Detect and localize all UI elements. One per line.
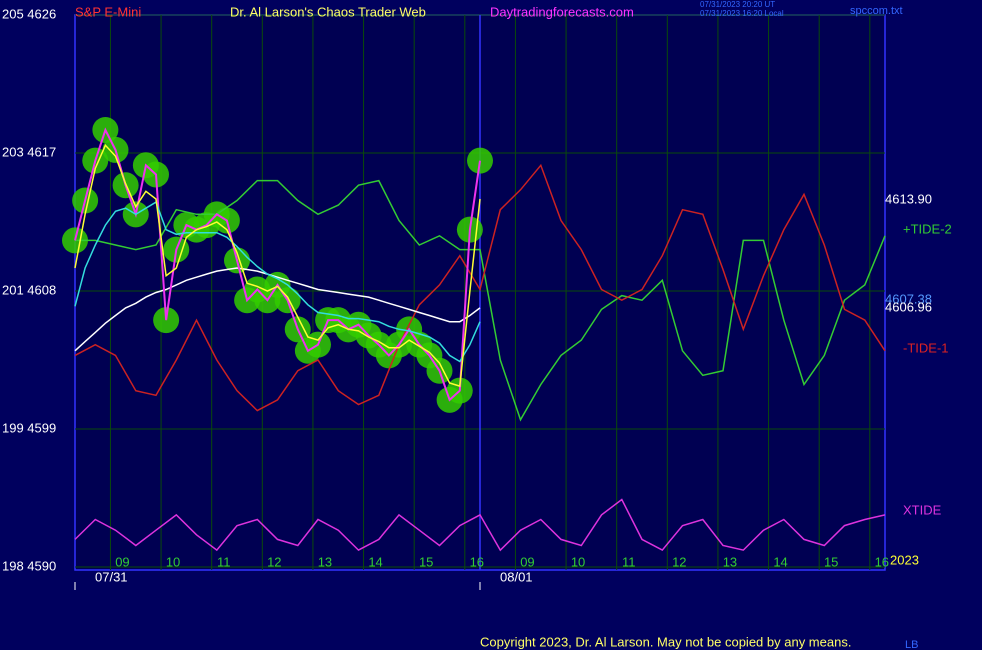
last-value: 4613.90 — [885, 191, 932, 206]
x-tick-label: 16 — [470, 554, 484, 569]
file-name: spccom.txt — [850, 5, 903, 17]
x-tick-label: 09 — [520, 554, 534, 569]
x-tick-label: 12 — [672, 554, 686, 569]
series-label: -TIDE-1 — [903, 340, 949, 355]
series-line — [75, 179, 886, 422]
last-value: 4607.38 — [885, 291, 932, 306]
y-tick-label: 205 4626 — [2, 6, 56, 21]
series-line — [74, 498, 886, 552]
series-line — [74, 127, 481, 402]
x-tick-label: 11 — [217, 554, 231, 569]
x-tick-label: 16 — [875, 554, 889, 569]
x-tick-label: 14 — [773, 554, 787, 569]
x-tick-label: 09 — [115, 554, 129, 569]
year: 2023 — [890, 552, 919, 567]
x-tick-label: 12 — [267, 554, 281, 569]
series-label: +TIDE-2 — [903, 221, 952, 236]
copyright: Copyright 2023, Dr. Al Larson. May not b… — [480, 634, 851, 649]
y-tick-label: 199 4599 — [2, 420, 56, 435]
x-tick-label: 10 — [571, 554, 585, 569]
plot — [62, 14, 886, 571]
x-tick-label: 15 — [419, 554, 433, 569]
series-line — [74, 267, 481, 352]
timestamp: 07/31/2023 16:20 Local — [700, 9, 784, 18]
series-line — [74, 163, 886, 412]
y-tick-label: 201 4608 — [2, 282, 56, 297]
x-tick-label: 13 — [723, 554, 737, 569]
timestamp: 07/31/2023 20:20 UT — [700, 0, 775, 9]
x-tick-label: 10 — [166, 554, 180, 569]
x-tick-label: 15 — [824, 554, 838, 569]
x-tick-label: 11 — [622, 554, 636, 569]
series-line — [74, 200, 481, 363]
date-label: 07/31 — [95, 569, 128, 584]
x-tick-label: 14 — [368, 554, 382, 569]
site: Daytradingforecasts.com — [490, 4, 634, 19]
x-tick-label: 13 — [318, 554, 332, 569]
instrument: S&P E-Mini — [75, 4, 141, 19]
initials: LB — [905, 639, 918, 650]
date-label: 08/01 — [500, 569, 533, 584]
halo — [467, 147, 493, 174]
chart-title: Dr. Al Larson's Chaos Trader Web — [230, 4, 426, 19]
last-value: 4606.96 — [885, 299, 932, 314]
series-label: XTIDE — [903, 502, 942, 517]
y-tick-label: 203 4617 — [2, 144, 56, 159]
series-line — [74, 143, 481, 388]
y-tick-label: 198 4590 — [2, 558, 56, 573]
